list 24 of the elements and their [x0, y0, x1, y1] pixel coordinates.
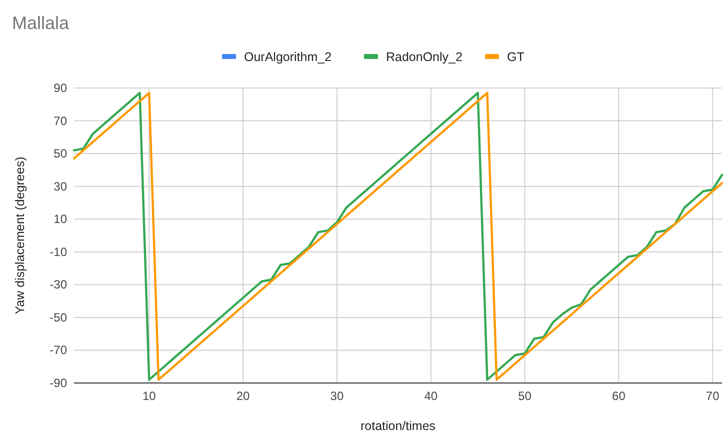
y-tick-label: -50: [50, 310, 68, 324]
x-tick-label: 30: [330, 389, 344, 403]
chart-title: Mallala: [12, 13, 70, 33]
y-tick-label: 90: [54, 81, 68, 95]
y-tick-label: 50: [54, 146, 68, 161]
x-tick-label: 60: [612, 389, 626, 403]
y-tick-label: -70: [50, 343, 68, 358]
legend-label: OurAlgorithm_2: [244, 50, 332, 64]
x-tick-label: 40: [424, 389, 438, 403]
y-tick-label: 10: [54, 212, 68, 226]
y-tick-label: -30: [50, 278, 68, 292]
x-tick-label: 20: [236, 389, 250, 403]
x-axis-title: rotation/times: [360, 419, 436, 433]
legend-label: RadonOnly_2: [386, 50, 462, 64]
x-tick-label: 10: [142, 389, 156, 403]
y-tick-label: 70: [54, 114, 68, 128]
legend-label: GT: [507, 50, 525, 64]
x-tick-label: 50: [518, 389, 532, 403]
y-tick-label: -10: [50, 244, 68, 259]
y-axis-title: Yaw displacement (degrees): [13, 156, 27, 314]
line-series: [72, 92, 724, 381]
x-tick-label: 70: [706, 389, 720, 403]
y-tick-label: -90: [50, 376, 68, 390]
y-tick-label: 30: [54, 179, 68, 194]
